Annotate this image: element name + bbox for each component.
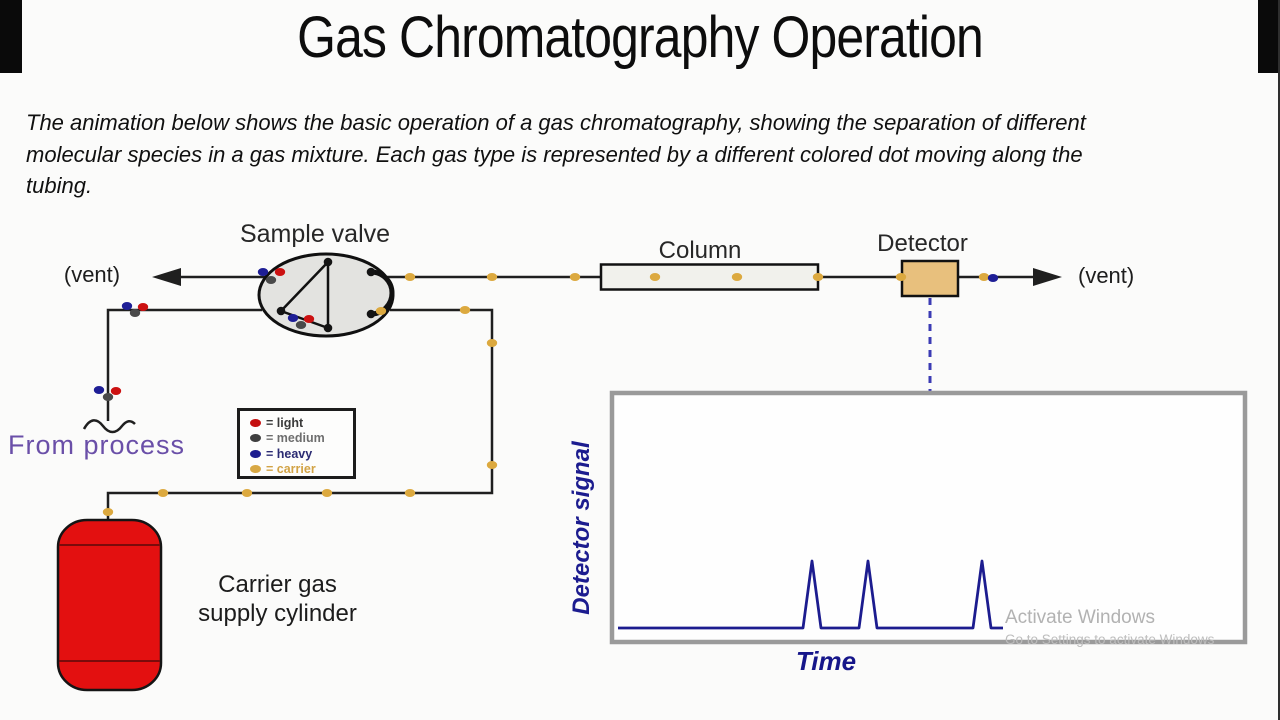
gas-dot-carrier — [241, 489, 253, 497]
pipe-break-squiggle — [82, 419, 136, 434]
cylinder-label-line-1: Carrier gas — [218, 571, 337, 598]
legend-dot-carrier-icon — [250, 465, 261, 474]
description-line-2: molecular species in a gas mixture. Each… — [26, 141, 1083, 167]
valve-port-dot — [323, 257, 333, 267]
valve-port-dot — [323, 323, 333, 333]
detector-box — [900, 259, 960, 298]
chart-box — [609, 390, 1248, 645]
pipe-carrier-loop — [106, 308, 494, 521]
gas-dot-carrier — [375, 307, 387, 315]
carrier-gas-cylinder — [56, 518, 163, 692]
gas-dot-light — [303, 315, 315, 323]
cylinder-label-line-2: supply cylinder — [198, 600, 357, 627]
gas-dot-heavy — [257, 268, 269, 276]
sample-valve-label: Sample valve — [239, 220, 391, 248]
valve-port-dot — [366, 267, 376, 277]
activate-windows-watermark: Activate Windows — [1005, 607, 1155, 628]
gas-dot-carrier — [812, 273, 824, 281]
gas-dot-carrier — [895, 273, 907, 281]
gas-dot-carrier — [569, 273, 581, 281]
legend-label-heavy: = heavy — [266, 446, 313, 461]
gas-dot-medium — [102, 393, 114, 401]
gas-dot-medium — [265, 276, 277, 284]
gas-dot-heavy — [93, 386, 105, 394]
detector-label: Detector — [877, 230, 968, 257]
pipe-from-process — [106, 308, 262, 421]
valve-port-dot — [276, 306, 286, 316]
gas-dot-carrier — [157, 489, 169, 497]
right-vent-arrow-icon — [1033, 268, 1062, 286]
gas-dot-medium — [295, 321, 307, 329]
gas-dot-heavy — [121, 302, 133, 310]
description-line-3: tubing. — [26, 173, 93, 198]
detector-signal-trace — [618, 559, 1003, 630]
gas-dot-carrier — [731, 273, 743, 281]
gas-dot-heavy — [287, 314, 299, 322]
legend-dot-medium-icon — [250, 434, 261, 443]
legend-item-carrier: = carrier — [250, 462, 353, 478]
legend-item-medium: = medium — [250, 431, 353, 447]
column-label: Column — [658, 237, 742, 264]
gas-dot-light — [137, 303, 149, 311]
cylinder-seam-lines — [59, 544, 160, 662]
letterbox-corner-top-right — [1258, 0, 1280, 73]
activate-windows-subtext: Go to Settings to activate Windows — [1005, 632, 1215, 647]
left-vent-arrow-icon — [152, 268, 181, 286]
gas-dot-carrier — [486, 273, 498, 281]
chart-ylabel: Detector signal — [568, 441, 595, 615]
chart-xlabel: Time — [795, 646, 857, 676]
valve-port-dots — [276, 257, 376, 333]
legend-label-medium: = medium — [266, 431, 325, 446]
vent-left-label: (vent) — [63, 262, 121, 287]
page-title: Gas Chromatography Operation — [297, 5, 984, 70]
letterbox-corner-top-left — [0, 0, 22, 73]
gas-dot-carrier — [486, 339, 498, 347]
gas-type-legend: = light = medium = heavy = carrier — [237, 408, 356, 479]
gas-dot-heavy — [987, 274, 999, 282]
gas-dot-light — [274, 268, 286, 276]
sample-valve-body — [257, 252, 395, 338]
gas-dot-carrier — [321, 489, 333, 497]
legend-dot-heavy-icon — [250, 449, 261, 458]
gas-dots-layer — [93, 268, 999, 516]
description-line-1: The animation below shows the basic oper… — [26, 110, 1086, 135]
gas-dot-carrier — [649, 273, 661, 281]
legend-item-light: = light — [250, 415, 353, 431]
right-edge-line — [1278, 0, 1280, 720]
legend-label-light: = light — [266, 415, 304, 430]
description-paragraph: The animation below shows the basic oper… — [26, 107, 1226, 202]
vent-right-label: (vent) — [1078, 263, 1135, 288]
from-process-label: From process — [8, 430, 186, 460]
legend-dot-light-icon — [250, 418, 261, 427]
gas-dot-carrier — [404, 489, 416, 497]
gas-dot-light — [110, 387, 122, 395]
gas-dot-medium — [129, 309, 141, 317]
valve-port-dot — [366, 309, 376, 319]
legend-item-heavy: = heavy — [250, 446, 353, 462]
gas-dot-carrier — [486, 461, 498, 469]
column-tube — [599, 263, 820, 291]
gas-dot-carrier — [978, 273, 990, 281]
legend-label-carrier: = carrier — [266, 462, 316, 477]
gas-dot-carrier — [404, 273, 416, 281]
cylinder-label: Carrier gas supply cylinder — [160, 570, 395, 628]
gas-dot-carrier — [459, 306, 471, 314]
gas-dot-carrier — [102, 508, 114, 516]
